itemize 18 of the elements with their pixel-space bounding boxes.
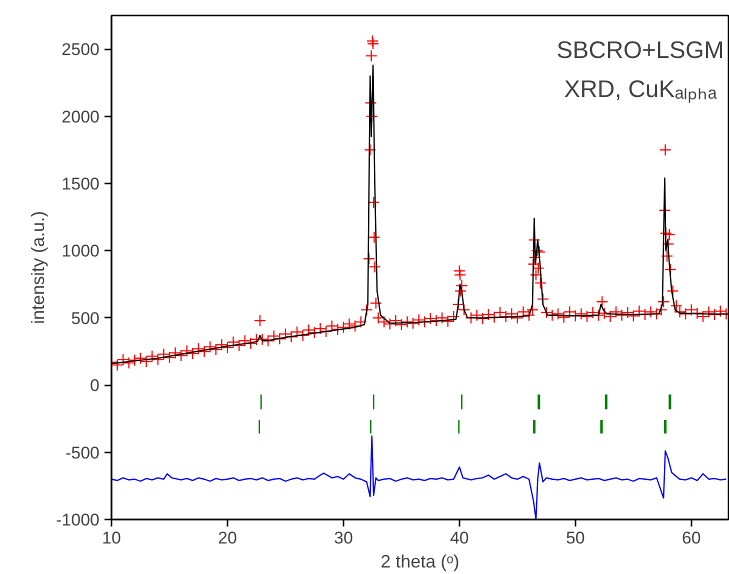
y-axis-title: intensity (a.u.) [28, 210, 48, 324]
y-tick-label: 0 [90, 376, 100, 396]
x-axis-title: 2 theta (ᵒ) [380, 552, 460, 572]
x-tick-label: 60 [682, 528, 701, 548]
y-tick-label: 2000 [62, 107, 100, 126]
y-tick-label: -1000 [56, 510, 100, 530]
y-tick-label: -500 [65, 443, 100, 462]
annotation: SBCRO+LSGM [556, 36, 724, 64]
x-tick-label: 30 [334, 528, 353, 548]
x-tick-label: 10 [102, 528, 121, 548]
y-tick-label: 500 [71, 308, 100, 328]
x-tick-label: 50 [566, 528, 585, 548]
y-tick-label: 1500 [62, 174, 100, 194]
annotation: XRD, CuKₐₗₚₕₐ [564, 76, 718, 103]
y-tick-label: 2500 [62, 40, 100, 60]
x-tick-label: 20 [218, 528, 237, 548]
y-tick-label: 1000 [62, 242, 100, 261]
x-tick-label: 40 [450, 528, 469, 548]
